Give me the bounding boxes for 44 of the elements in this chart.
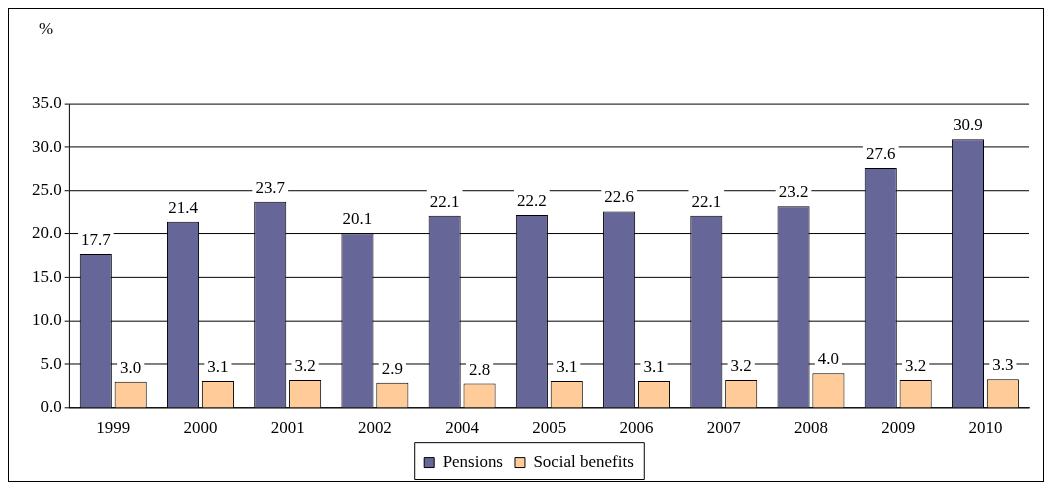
x-tick-label: 2007 [706, 418, 741, 438]
data-label: 23.7 [255, 177, 286, 197]
data-label: 3.2 [730, 356, 752, 376]
y-tick-label: 35.0 [31, 93, 62, 113]
data-label: 21.4 [168, 197, 199, 217]
y-tick-label: 10.0 [31, 310, 62, 330]
data-label: 22.1 [691, 191, 722, 211]
data-label: 3.3 [992, 355, 1014, 375]
x-tick-label: 2000 [183, 418, 218, 438]
data-label: 2.9 [381, 358, 403, 378]
data-label: 3.2 [294, 356, 316, 376]
y-tick-label: 25.0 [31, 180, 62, 199]
y-tick-label: 5.0 [40, 353, 62, 373]
x-tick-label: 2004 [445, 418, 480, 438]
x-tick-label: 2008 [794, 418, 828, 438]
x-tick-label: 1999 [96, 418, 131, 438]
x-tick-label: 2005 [532, 418, 567, 438]
y-tick-label: 15.0 [31, 266, 62, 286]
x-tick-label: 2010 [968, 418, 1003, 438]
x-tick-label: 2001 [270, 418, 305, 438]
data-label: 22.1 [429, 191, 460, 211]
data-label: 20.1 [342, 209, 373, 229]
y-tick-label: 20.0 [31, 223, 62, 243]
data-label: 3.2 [905, 356, 927, 376]
y-tick-label: 30.0 [31, 136, 62, 156]
y-tick-label: 0.0 [40, 397, 62, 417]
data-label: 4.0 [817, 349, 840, 369]
y-axis-title: % [38, 18, 54, 38]
data-label: 27.6 [865, 143, 896, 163]
legend-label: Pensions [442, 452, 503, 472]
data-label: 3.1 [207, 356, 229, 376]
x-tick-label: 2009 [881, 418, 916, 438]
x-tick-label: 2002 [357, 418, 392, 438]
data-label: 2.8 [468, 359, 491, 379]
data-label: 30.9 [953, 115, 983, 135]
data-label: 17.7 [80, 230, 111, 250]
data-label: 3.0 [120, 357, 142, 377]
data-label: 23.2 [778, 182, 809, 202]
data-label: 3.1 [556, 356, 578, 376]
data-label: 3.1 [643, 356, 665, 376]
legend-label: Social benefits [533, 452, 634, 472]
x-tick-label: 2006 [619, 418, 654, 438]
data-label: 22.2 [517, 190, 547, 210]
data-label: 22.6 [604, 187, 634, 207]
